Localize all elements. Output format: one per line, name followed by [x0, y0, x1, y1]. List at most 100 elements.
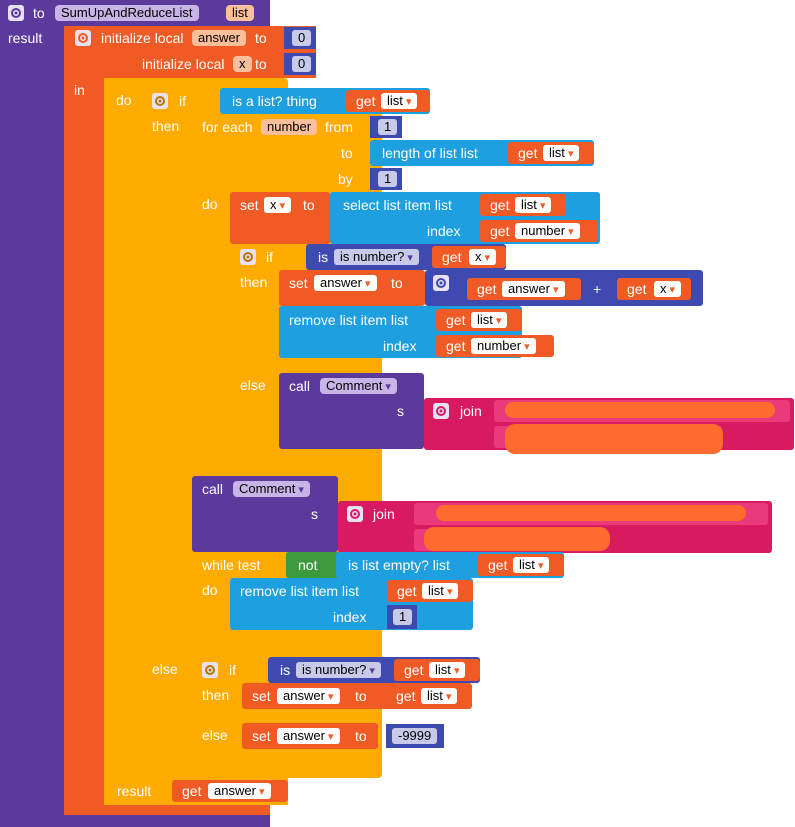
- do-label: do: [202, 582, 218, 598]
- gear-icon[interactable]: [240, 249, 256, 265]
- to-label: to: [303, 197, 315, 213]
- get-label: get: [488, 557, 508, 573]
- get-label: get: [477, 281, 497, 297]
- is-a-list-label: is a list? thing: [232, 93, 317, 109]
- x-value-field[interactable]: 0: [292, 56, 312, 72]
- join-label: join: [460, 403, 482, 419]
- x-dropdown[interactable]: x: [654, 281, 682, 297]
- list-dropdown[interactable]: list: [381, 93, 418, 109]
- comment-dropdown[interactable]: Comment: [320, 378, 397, 394]
- number-dropdown[interactable]: number: [515, 223, 580, 239]
- join-label: join: [373, 506, 395, 522]
- to-label: to: [355, 728, 367, 744]
- list-dropdown[interactable]: list: [543, 145, 580, 161]
- gear-icon[interactable]: [8, 5, 24, 21]
- s-label: s: [311, 506, 318, 522]
- x-dropdown[interactable]: x: [469, 249, 497, 265]
- else-label: else: [240, 377, 266, 393]
- comment-dropdown[interactable]: Comment: [233, 481, 310, 497]
- is-label: is: [280, 662, 291, 678]
- s-label: s: [397, 403, 404, 419]
- number-var-field[interactable]: number: [261, 119, 318, 135]
- init-row-bg: [64, 26, 316, 78]
- set-label: set: [240, 197, 259, 213]
- then-label: then: [240, 274, 268, 290]
- answer-dropdown[interactable]: answer: [277, 688, 340, 704]
- gear-icon[interactable]: [347, 506, 363, 522]
- redaction-scribble: [436, 505, 746, 521]
- init-local-label: initialize local: [142, 56, 225, 72]
- is-number-dropdown[interactable]: is number?: [334, 249, 419, 265]
- index-label: index: [427, 223, 461, 239]
- answer-value-field[interactable]: 0: [292, 30, 312, 46]
- redaction-scribble: [505, 424, 723, 454]
- answer-dropdown[interactable]: answer: [314, 275, 377, 291]
- by-value-field[interactable]: 1: [378, 171, 398, 187]
- param-list[interactable]: list: [226, 5, 254, 21]
- get-label: get: [442, 249, 462, 265]
- list-dropdown[interactable]: list: [515, 197, 552, 213]
- number-dropdown[interactable]: number: [471, 338, 536, 354]
- x-dropdown[interactable]: x: [264, 197, 292, 213]
- index-label: index: [333, 609, 367, 625]
- gear-icon[interactable]: [152, 93, 168, 109]
- list-dropdown[interactable]: list: [429, 662, 466, 678]
- result-label: result: [8, 30, 43, 46]
- init-local-label: initialize local: [101, 30, 184, 46]
- index-value-field[interactable]: 1: [393, 609, 413, 625]
- from-value-field[interactable]: 1: [378, 119, 398, 135]
- to-label: to: [255, 30, 267, 46]
- redaction-scribble: [424, 527, 610, 551]
- get-label: get: [627, 281, 647, 297]
- call-label: call: [289, 378, 311, 394]
- to-label: to: [391, 275, 403, 291]
- plus-label: +: [593, 281, 602, 297]
- else-label: else: [202, 727, 228, 743]
- if-label: if: [266, 249, 273, 265]
- get-label: get: [182, 783, 202, 799]
- answer-dropdown[interactable]: answer: [208, 783, 271, 799]
- result-label: result: [117, 783, 152, 799]
- to-label: to: [341, 145, 353, 161]
- set-label: set: [252, 688, 271, 704]
- gear-icon[interactable]: [433, 403, 449, 419]
- gear-icon[interactable]: [202, 662, 218, 678]
- get-label: get: [446, 338, 466, 354]
- to-label: to: [355, 688, 367, 704]
- get-label: get: [396, 688, 416, 704]
- not-block[interactable]: [286, 552, 340, 578]
- to-label: to: [33, 5, 45, 21]
- length-of-list-label: length of list list: [382, 145, 478, 161]
- answer-dropdown[interactable]: answer: [502, 281, 565, 297]
- list-dropdown[interactable]: list: [513, 557, 550, 573]
- list-dropdown[interactable]: list: [421, 688, 458, 704]
- redaction-scribble: [505, 402, 775, 418]
- for-each-label: for each: [202, 119, 253, 135]
- get-label: get: [490, 197, 510, 213]
- else-label: else: [152, 661, 178, 677]
- do-label: do: [116, 92, 132, 108]
- answer-name-field[interactable]: answer: [192, 30, 246, 46]
- while-test-label: while test: [202, 557, 261, 573]
- x-name-field[interactable]: x: [233, 56, 252, 72]
- then-label: then: [152, 118, 180, 134]
- list-dropdown[interactable]: list: [422, 583, 459, 599]
- to-label: to: [255, 56, 267, 72]
- get-label: get: [397, 583, 417, 599]
- answer-dropdown[interactable]: answer: [277, 728, 340, 744]
- value-field[interactable]: -9999: [392, 728, 438, 744]
- list-dropdown[interactable]: list: [471, 312, 508, 328]
- gear-icon[interactable]: [433, 275, 449, 291]
- set-label: set: [289, 275, 308, 291]
- get-label: get: [446, 312, 466, 328]
- call-label: call: [202, 481, 224, 497]
- if-label: if: [179, 93, 186, 109]
- from-label: from: [325, 119, 353, 135]
- get-label: get: [518, 145, 538, 161]
- procedure-name-field[interactable]: SumUpAndReduceList: [55, 5, 199, 21]
- get-label: get: [356, 93, 376, 109]
- get-label: get: [490, 223, 510, 239]
- gear-icon[interactable]: [75, 30, 91, 46]
- is-number-dropdown[interactable]: is number?: [296, 662, 381, 678]
- get-label: get: [404, 662, 424, 678]
